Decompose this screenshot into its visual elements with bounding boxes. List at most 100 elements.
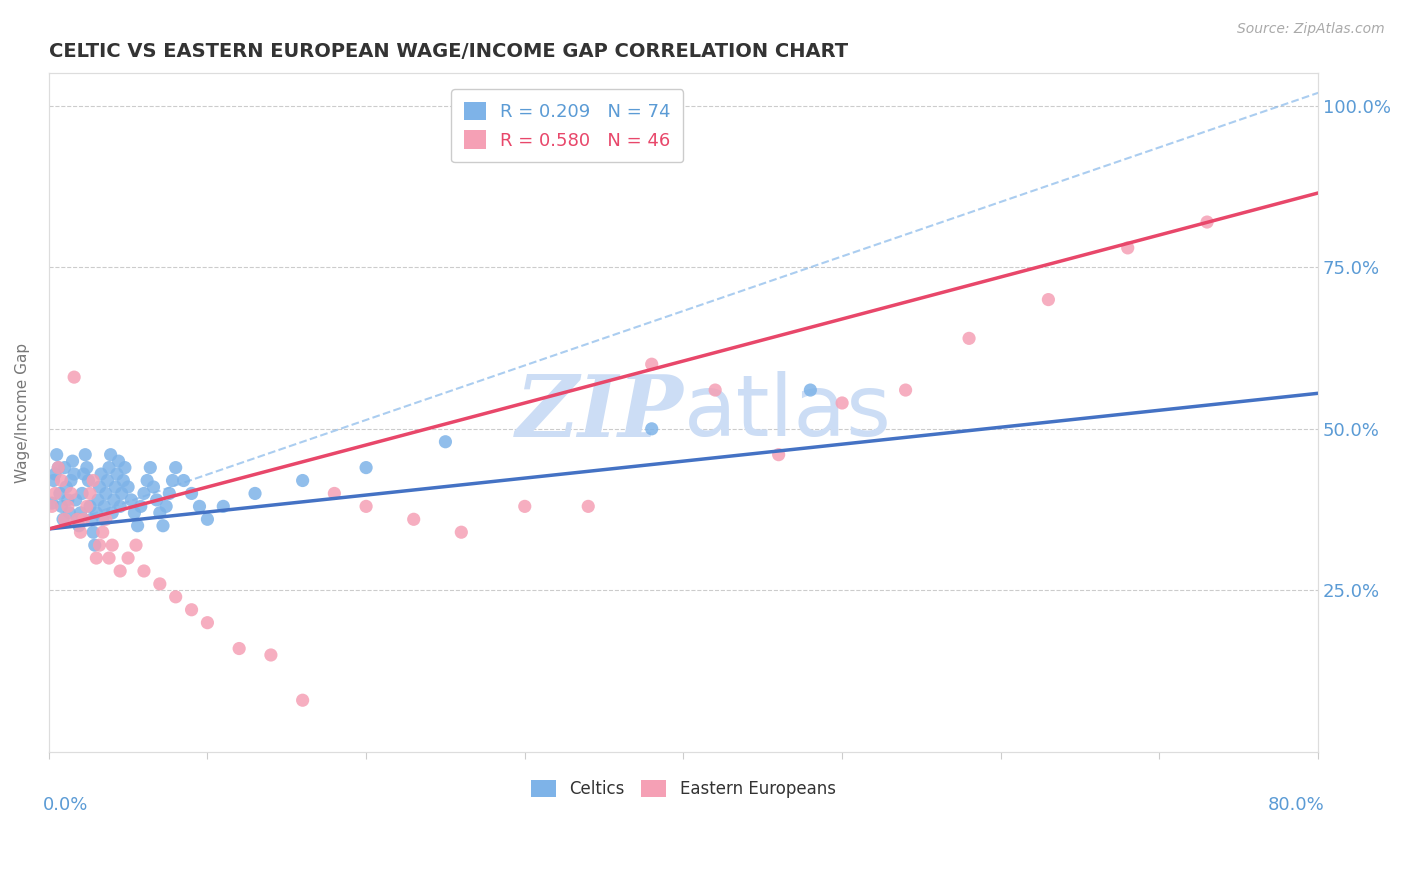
Point <box>41 496 63 510</box>
Point <box>136 474 159 488</box>
Point <box>197 512 219 526</box>
Point <box>42 474 65 488</box>
Point <box>86 551 108 566</box>
Point <box>80 512 103 526</box>
Point <box>98 460 121 475</box>
Point <box>180 603 202 617</box>
Point <box>94 486 117 500</box>
Point <box>576 500 599 514</box>
Point <box>73 512 96 526</box>
Point <box>354 460 377 475</box>
Point <box>291 474 314 488</box>
Point <box>112 474 135 488</box>
Text: atlas: atlas <box>683 371 891 454</box>
Point <box>173 474 195 488</box>
Text: ZIP: ZIP <box>516 371 683 454</box>
Point <box>145 492 167 507</box>
Point <box>67 518 90 533</box>
Point <box>197 615 219 630</box>
Point <box>149 506 172 520</box>
Point <box>76 500 98 514</box>
Y-axis label: Wage/Income Gap: Wage/Income Gap <box>15 343 30 483</box>
Point <box>82 474 104 488</box>
Point <box>105 467 128 481</box>
Point <box>91 525 114 540</box>
Point <box>149 577 172 591</box>
Point <box>124 506 146 520</box>
Point <box>51 500 73 514</box>
Point <box>45 448 67 462</box>
Point <box>152 518 174 533</box>
Point <box>155 500 177 514</box>
Point <box>188 500 211 514</box>
Point <box>108 500 131 514</box>
Point <box>125 538 148 552</box>
Point <box>243 486 266 500</box>
Point <box>90 467 112 481</box>
Point <box>180 486 202 500</box>
Point <box>65 492 87 507</box>
Point <box>291 693 314 707</box>
Point <box>114 460 136 475</box>
Point <box>139 460 162 475</box>
Point <box>82 525 104 540</box>
Point <box>86 506 108 520</box>
Point <box>704 383 727 397</box>
Text: CELTIC VS EASTERN EUROPEAN WAGE/INCOME GAP CORRELATION CHART: CELTIC VS EASTERN EUROPEAN WAGE/INCOME G… <box>49 42 848 61</box>
Point <box>53 512 76 526</box>
Point <box>70 486 93 500</box>
Text: 80.0%: 80.0% <box>1268 796 1324 814</box>
Point <box>129 500 152 514</box>
Point <box>93 500 115 514</box>
Point <box>799 383 821 397</box>
Legend: Celtics, Eastern Europeans: Celtics, Eastern Europeans <box>524 773 842 805</box>
Point <box>63 370 86 384</box>
Point <box>1116 241 1139 255</box>
Point <box>228 641 250 656</box>
Point <box>641 357 664 371</box>
Point <box>51 474 73 488</box>
Point <box>41 500 63 514</box>
Text: Source: ZipAtlas.com: Source: ZipAtlas.com <box>1237 22 1385 37</box>
Point <box>1197 215 1219 229</box>
Point <box>66 512 89 526</box>
Point <box>127 518 149 533</box>
Point <box>59 474 82 488</box>
Point <box>59 486 82 500</box>
Point <box>96 474 118 488</box>
Point <box>77 474 100 488</box>
Point <box>53 460 76 475</box>
Point <box>69 506 91 520</box>
Point <box>402 512 425 526</box>
Point <box>142 480 165 494</box>
Point <box>46 460 69 475</box>
Point <box>75 448 97 462</box>
Point <box>513 500 536 514</box>
Point <box>58 506 80 520</box>
Point <box>100 448 122 462</box>
Point <box>98 551 121 566</box>
Point <box>434 434 457 449</box>
Point <box>73 467 96 481</box>
Point <box>89 480 111 494</box>
Point <box>957 331 980 345</box>
Point <box>165 460 187 475</box>
Point <box>101 538 124 552</box>
Point <box>894 383 917 397</box>
Point <box>69 525 91 540</box>
Point <box>103 492 125 507</box>
Point <box>76 460 98 475</box>
Point <box>66 512 89 526</box>
Point <box>44 486 66 500</box>
Point <box>79 486 101 500</box>
Point <box>56 500 79 514</box>
Point <box>94 512 117 526</box>
Point <box>117 551 139 566</box>
Point <box>62 454 84 468</box>
Point <box>450 525 472 540</box>
Point <box>56 492 79 507</box>
Point <box>108 564 131 578</box>
Point <box>831 396 853 410</box>
Point <box>120 492 142 507</box>
Point <box>91 512 114 526</box>
